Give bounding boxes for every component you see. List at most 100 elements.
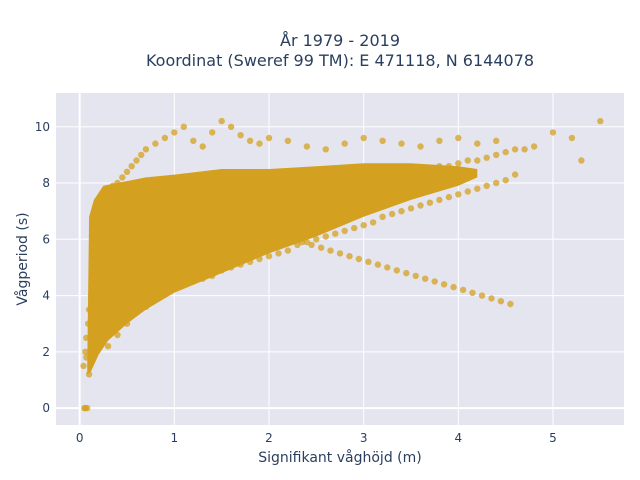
data-point <box>417 165 424 173</box>
data-point <box>275 185 282 192</box>
data-point <box>99 222 106 229</box>
data-point <box>156 196 164 204</box>
data-point <box>95 314 102 322</box>
data-point <box>251 191 258 198</box>
x-tick-label: 4 <box>455 431 463 445</box>
data-point <box>256 255 263 263</box>
data-point <box>289 236 296 243</box>
data-point <box>379 213 386 220</box>
data-point <box>152 295 159 302</box>
data-point <box>242 222 249 229</box>
data-point <box>379 171 386 178</box>
data-point <box>95 236 102 243</box>
data-point <box>417 202 424 209</box>
data-point <box>398 140 405 147</box>
data-point <box>85 371 93 378</box>
data-point <box>199 275 206 282</box>
data-point <box>459 286 467 294</box>
data-point <box>209 199 216 206</box>
data-point <box>455 191 462 198</box>
data-point <box>303 143 311 150</box>
data-point <box>275 250 282 257</box>
data-point <box>237 261 244 268</box>
data-point <box>190 137 197 144</box>
data-point <box>85 320 92 327</box>
data-point <box>332 177 339 184</box>
y-tick-labels: 0 2 4 6 8 10 <box>35 120 50 415</box>
data-point <box>317 244 325 251</box>
data-point <box>93 250 100 257</box>
x-tick-labels: 0 1 2 3 4 5 <box>76 431 557 445</box>
data-point <box>393 267 400 274</box>
data-point <box>161 289 169 296</box>
data-point <box>80 362 87 370</box>
data-point <box>493 151 500 159</box>
data-point <box>265 253 273 260</box>
data-point <box>422 275 429 282</box>
data-point <box>82 348 89 355</box>
data-point <box>180 208 187 215</box>
data-point <box>237 193 244 201</box>
data-point <box>237 132 244 139</box>
data-point <box>313 179 320 187</box>
x-tick-label: 2 <box>265 431 273 445</box>
data-point <box>106 193 114 201</box>
data-point <box>190 205 197 212</box>
data-point <box>284 182 292 189</box>
data-point <box>84 404 91 412</box>
data-point <box>450 283 457 291</box>
data-point <box>474 157 481 164</box>
data-point <box>365 258 372 265</box>
data-point <box>123 168 131 175</box>
data-point <box>346 253 353 260</box>
data-point <box>87 292 95 299</box>
chart-title-line-1: År 1979 - 2019 <box>280 31 400 50</box>
data-point <box>417 143 424 150</box>
data-point <box>322 179 329 187</box>
data-point <box>502 148 509 156</box>
y-tick-label: 2 <box>42 345 50 359</box>
data-point <box>497 298 505 305</box>
data-point <box>128 163 135 170</box>
data-point <box>171 129 178 136</box>
data-point <box>426 165 434 173</box>
data-point <box>123 320 131 327</box>
data-point <box>232 193 240 201</box>
data-point <box>327 247 334 254</box>
data-point <box>511 146 519 153</box>
data-point <box>403 269 410 277</box>
data-point <box>97 303 104 310</box>
data-point <box>133 309 140 316</box>
data-point <box>303 179 311 187</box>
data-point <box>308 241 315 249</box>
data-point <box>493 179 500 187</box>
data-point <box>322 233 329 240</box>
data-point <box>232 219 240 226</box>
data-point <box>388 210 396 218</box>
data-point <box>142 146 150 153</box>
data-point <box>138 191 145 198</box>
data-point <box>332 230 339 237</box>
data-point <box>114 331 121 339</box>
data-point <box>374 261 382 268</box>
data-point <box>213 213 221 220</box>
data-point <box>133 157 140 164</box>
data-point <box>474 140 481 147</box>
data-point <box>119 258 126 265</box>
data-point <box>90 331 98 339</box>
data-point <box>166 199 173 206</box>
data-point <box>104 286 112 294</box>
data-point <box>93 320 100 327</box>
data-point <box>223 216 230 223</box>
data-point <box>530 143 538 150</box>
data-point <box>270 230 277 237</box>
data-point <box>298 238 306 246</box>
y-tick-label: 10 <box>35 120 50 134</box>
y-tick-label: 4 <box>42 289 50 303</box>
data-point <box>445 163 453 170</box>
data-point <box>114 179 121 187</box>
data-point <box>199 202 206 209</box>
data-point <box>112 269 119 277</box>
data-point <box>103 292 110 299</box>
data-point <box>175 202 183 209</box>
